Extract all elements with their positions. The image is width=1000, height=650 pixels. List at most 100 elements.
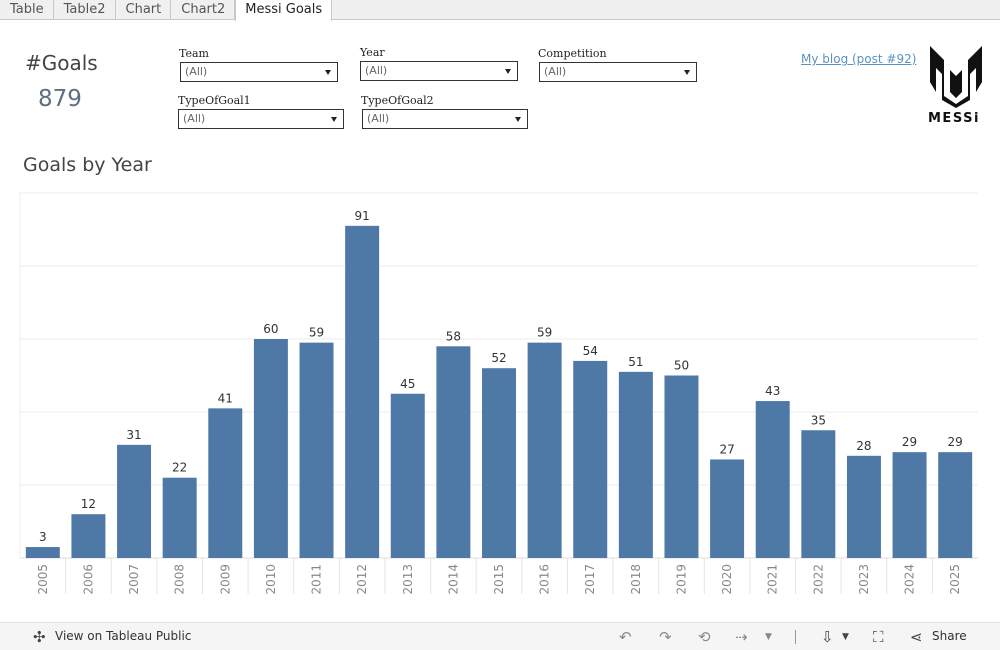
data-label-2018: 51 [628,355,643,369]
data-label-2014: 58 [446,329,461,343]
tab-table[interactable]: Table [0,0,54,20]
bar-2018[interactable] [618,371,653,558]
data-label-2012: 91 [355,209,370,223]
fullscreen-icon[interactable]: ⛶ [873,628,884,646]
sheet-tabs: Table Table2 Chart Chart2 Messi Goals [0,0,1000,21]
bar-2010[interactable] [253,339,288,558]
goals-kpi-value: 879 [38,86,82,112]
undo-icon[interactable]: ↶ [619,628,632,646]
bottom-toolbar: ✣ View on Tableau Public ↶ ↷ ⟲ ⇢ ▼ ⇩ ▼ ⛶… [0,622,1000,650]
data-label-2017: 54 [583,344,598,358]
type-of-goal2-filter-label: TypeOfGoal2 [361,94,434,107]
competition-select-value: (All) [544,65,567,78]
refresh-icon[interactable]: ⇢ [735,628,748,646]
share-icon[interactable]: ⋖ [910,628,923,646]
chart-bars [25,225,973,559]
blog-link[interactable]: My blog (post #92) [801,52,917,66]
bar-2009[interactable] [208,408,243,558]
data-label-2008: 22 [172,461,187,475]
x-tick-label-2005: 2005 [36,564,50,595]
tab-chart[interactable]: Chart [116,0,172,20]
chevron-down-icon [325,70,331,75]
data-label-2013: 45 [400,377,415,391]
toolbar-divider [795,630,796,644]
team-select[interactable]: (All) [180,62,338,82]
revert-icon[interactable]: ⟲ [698,628,711,646]
bar-2016[interactable] [527,342,562,558]
year-filter-label: Year [360,46,385,59]
data-label-2015: 52 [491,351,506,365]
bar-2006[interactable] [71,514,106,558]
data-label-2006: 12 [81,497,96,511]
data-label-2005: 3 [39,530,47,544]
x-tick-label-2006: 2006 [81,564,95,595]
download-icon[interactable]: ⇩ [821,628,834,646]
bar-2007[interactable] [117,444,152,558]
chevron-down-icon[interactable]: ▼ [765,632,772,642]
tab-chart2[interactable]: Chart2 [171,0,236,20]
data-label-2011: 59 [309,326,324,340]
data-label-2007: 31 [126,428,141,442]
tableau-logo-icon: ✣ [33,628,46,646]
competition-select[interactable]: (All) [539,62,697,82]
bar-2024[interactable] [892,452,927,558]
x-tick-label-2012: 2012 [355,564,369,595]
x-tick-label-2007: 2007 [127,564,141,595]
share-button[interactable]: Share [932,629,967,643]
x-tick-label-2019: 2019 [674,564,688,595]
x-tick-label-2008: 2008 [173,564,187,595]
messi-logo-icon [930,46,982,108]
data-label-2022: 35 [811,413,826,427]
data-label-2025: 29 [948,435,963,449]
bar-2014[interactable] [436,346,471,558]
bar-2023[interactable] [846,455,881,558]
bar-2015[interactable] [482,368,516,558]
x-tick-label-2015: 2015 [492,564,506,595]
bar-2020[interactable] [710,459,745,558]
bar-2008[interactable] [162,477,197,558]
data-label-2019: 50 [674,359,689,373]
x-tick-label-2009: 2009 [218,564,232,595]
chart-title: Goals by Year [23,154,152,176]
x-tick-label-2010: 2010 [264,564,278,595]
x-tick-label-2013: 2013 [401,564,415,595]
type-of-goal2-select-value: (All) [367,112,390,125]
tab-table2[interactable]: Table2 [54,0,116,20]
type-of-goal1-select[interactable]: (All) [178,109,344,129]
chevron-down-icon[interactable]: ▼ [842,632,849,642]
chart-data-labels: 3 12 31 22 41 60 59 91 45 58 52 59 54 51 50 27 43 35 28 29 2… [39,209,963,544]
chevron-down-icon [515,117,521,122]
goals-by-year-chart: 3 12 31 22 41 60 59 91 45 58 52 59 54 51 50 27 43 35 28 29 2… [19,192,978,595]
bar-2021[interactable] [755,401,790,558]
data-label-2023: 28 [856,439,871,453]
x-tick-label-2023: 2023 [857,564,871,595]
view-on-tableau-link[interactable]: View on Tableau Public [55,629,192,643]
bar-2011[interactable] [299,342,334,558]
x-tick-label-2017: 2017 [583,564,597,595]
bar-2012[interactable] [345,225,380,558]
redo-icon[interactable]: ↷ [659,628,672,646]
bar-2025[interactable] [938,452,973,558]
x-tick-label-2011: 2011 [310,564,324,595]
chevron-down-icon [505,69,511,74]
data-label-2024: 29 [902,435,917,449]
logo-text: MESSi [928,111,980,126]
type-of-goal2-select[interactable]: (All) [362,109,528,129]
chart-x-tick-labels: 2005 2006 2007 2008 2009 2010 2011 2012 2013 2014… [36,558,962,595]
bar-2022[interactable] [801,430,836,558]
tab-messi-goals[interactable]: Messi Goals [235,0,333,21]
data-label-2009: 41 [218,391,233,405]
type-of-goal1-filter: TypeOfGoal1 (All) [178,94,344,129]
bar-2019[interactable] [664,375,699,559]
competition-filter: Competition (All) [538,47,697,82]
x-tick-label-2024: 2024 [903,564,917,595]
bar-2013[interactable] [390,393,425,558]
year-select[interactable]: (All) [360,61,518,81]
bar-2017[interactable] [573,360,608,558]
data-label-2020: 27 [719,442,734,456]
bar-2005[interactable] [25,547,60,558]
competition-filter-label: Competition [538,47,607,60]
year-filter: Year (All) [360,46,518,81]
goals-kpi-title: #Goals [25,51,98,75]
team-filter: Team (All) [179,47,338,82]
